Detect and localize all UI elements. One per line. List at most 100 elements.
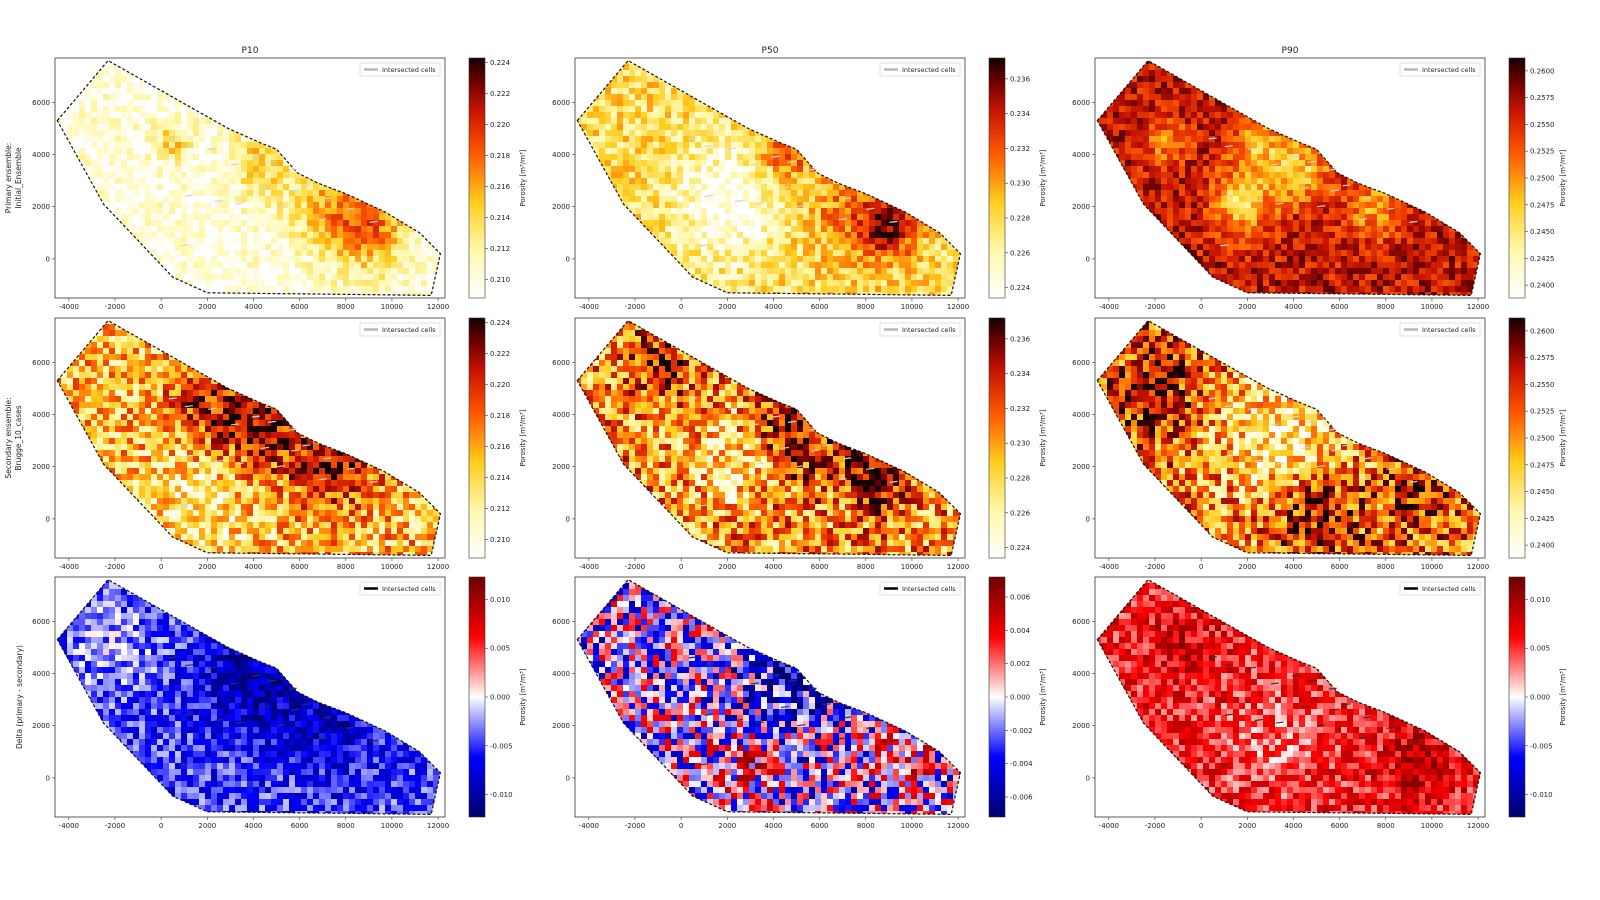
- heatmap-cell: [241, 190, 247, 196]
- heatmap-cell: [145, 160, 151, 166]
- heatmap-cell: [301, 208, 307, 214]
- heatmap-cell: [253, 214, 259, 220]
- heatmap-cell: [923, 238, 929, 244]
- heatmap-cell: [791, 238, 797, 244]
- heatmap-cell: [731, 262, 737, 268]
- heatmap-cell: [653, 166, 659, 172]
- heatmap-cell: [253, 196, 259, 202]
- heatmap-cell: [875, 208, 881, 214]
- heatmap-cell: [361, 202, 367, 208]
- heatmap-cell: [103, 172, 109, 178]
- heatmap-cell: [791, 154, 797, 160]
- heatmap-cell: [139, 88, 145, 94]
- heatmap-cell: [325, 274, 331, 280]
- heatmap-cell: [343, 268, 349, 274]
- heatmap-cell: [187, 166, 193, 172]
- heatmap-cell: [839, 214, 845, 220]
- heatmap-cell: [205, 226, 211, 232]
- heatmap-cell: [941, 250, 947, 256]
- heatmap-cell: [911, 250, 917, 256]
- heatmap-cell: [79, 154, 85, 160]
- heatmap-cell: [283, 226, 289, 232]
- heatmap-cell: [229, 148, 235, 154]
- heatmap-cell: [695, 256, 701, 262]
- heatmap-cell: [647, 172, 653, 178]
- heatmap-cell: [737, 124, 743, 130]
- heatmap-cell: [893, 262, 899, 268]
- heatmap-cell: [899, 256, 905, 262]
- heatmap-cell: [713, 250, 719, 256]
- heatmap-cell: [139, 82, 145, 88]
- heatmap-cell: [373, 262, 379, 268]
- heatmap-cell: [623, 70, 629, 76]
- heatmap-cell: [755, 136, 761, 142]
- heatmap-cell: [773, 244, 779, 250]
- heatmap-cell: [719, 202, 725, 208]
- heatmap-cell: [229, 244, 235, 250]
- x-tick-label: 2000: [198, 303, 216, 311]
- heatmap-cell: [205, 208, 211, 214]
- heatmap-cell: [719, 268, 725, 274]
- heatmap-cell: [743, 184, 749, 190]
- heatmap-cell: [403, 292, 409, 296]
- heatmap-cell: [115, 64, 121, 70]
- heatmap-cell: [839, 208, 845, 214]
- heatmap-cell: [827, 190, 833, 196]
- heatmap-cell: [875, 238, 881, 244]
- heatmap-cell: [187, 106, 193, 112]
- heatmap-cell: [157, 88, 163, 94]
- heatmap-cell: [259, 190, 265, 196]
- heatmap-cell: [169, 142, 175, 148]
- heatmap-cell: [355, 202, 361, 208]
- heatmap-cell: [403, 238, 409, 244]
- heatmap-cell: [397, 256, 403, 262]
- heatmap-cell: [743, 220, 749, 226]
- heatmap-cell: [103, 154, 109, 160]
- heatmap-cell: [409, 226, 415, 232]
- heatmap-cell: [199, 238, 205, 244]
- heatmap-cell: [635, 148, 641, 154]
- heatmap-cell: [181, 214, 187, 220]
- heatmap-cell: [91, 136, 97, 142]
- heatmap-cell: [319, 244, 325, 250]
- heatmap-cell: [821, 250, 827, 256]
- heatmap-cell: [791, 262, 797, 268]
- heatmap-cell: [193, 214, 199, 220]
- heatmap-cell: [367, 292, 373, 296]
- heatmap-cell: [187, 208, 193, 214]
- heatmap-cell: [199, 226, 205, 232]
- heatmap-cell: [205, 124, 211, 130]
- heatmap-cell: [253, 286, 259, 292]
- heatmap-cell: [133, 232, 139, 238]
- heatmap-cell: [779, 190, 785, 196]
- heatmap-cell: [827, 250, 833, 256]
- heatmap-cell: [593, 100, 599, 106]
- heatmap-cell: [403, 226, 409, 232]
- heatmap-cell: [247, 220, 253, 226]
- heatmap-cell: [205, 160, 211, 166]
- heatmap-cell: [157, 172, 163, 178]
- heatmap-cell: [337, 238, 343, 244]
- heatmap-cell: [115, 82, 121, 88]
- heatmap-cell: [713, 268, 719, 274]
- heatmap-cell: [629, 130, 635, 136]
- heatmap-cell: [623, 88, 629, 94]
- heatmap-cell: [773, 196, 779, 202]
- heatmap-cell: [193, 280, 199, 286]
- heatmap-cell: [145, 238, 151, 244]
- heatmap-cell: [73, 136, 79, 142]
- heatmap-cell: [391, 226, 397, 232]
- heatmap-cell: [289, 250, 295, 256]
- heatmap-cell: [773, 142, 779, 148]
- heatmap-cell: [611, 166, 617, 172]
- heatmap-cell: [223, 244, 229, 250]
- heatmap-cell: [665, 142, 671, 148]
- heatmap-cell: [953, 256, 959, 262]
- heatmap-cell: [325, 184, 331, 190]
- heatmap-cell: [863, 202, 869, 208]
- heatmap-cell: [809, 214, 815, 220]
- heatmap-cell: [833, 196, 839, 202]
- heatmap-cell: [671, 208, 677, 214]
- heatmap-cell: [683, 172, 689, 178]
- heatmap-cell: [349, 214, 355, 220]
